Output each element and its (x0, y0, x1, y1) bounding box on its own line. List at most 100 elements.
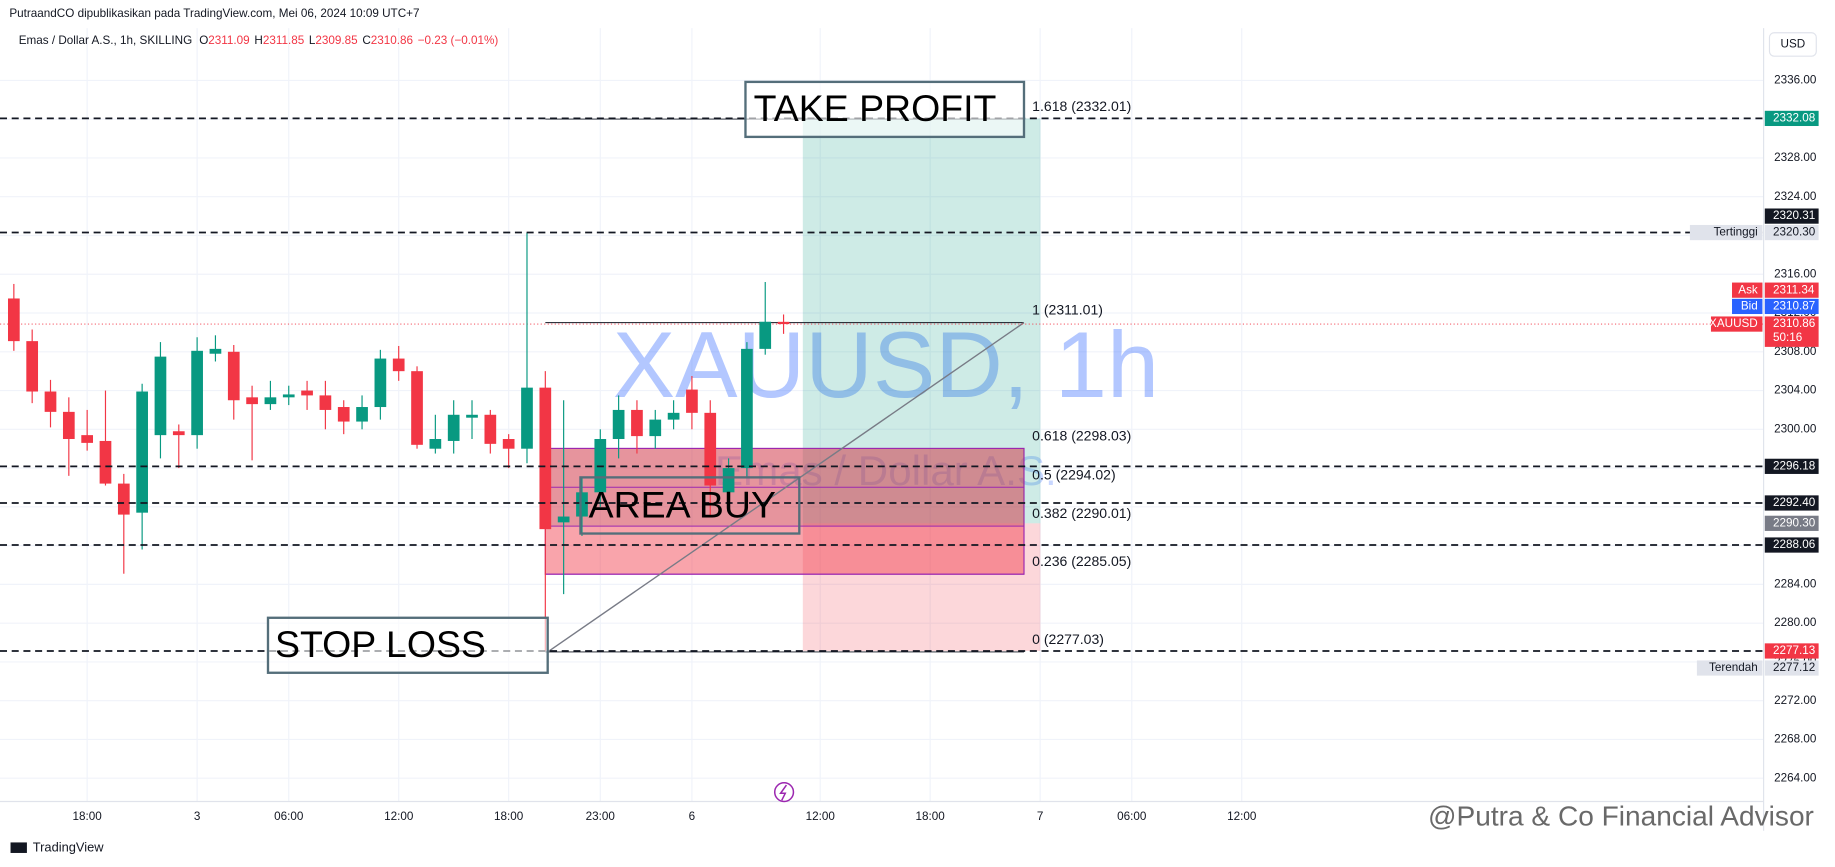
annotation-box (266, 616, 549, 674)
candle-body (209, 348, 222, 354)
annotation-box (744, 80, 1026, 139)
watermark-title: XAUUSD, 1h (613, 312, 1159, 417)
candle-body (539, 387, 552, 530)
legend-h: H (254, 34, 262, 47)
annotation-box (579, 476, 801, 535)
price-caption-bg (1710, 316, 1763, 332)
candle-body (117, 483, 130, 515)
y-tick-label: 2264.00 (1774, 771, 1817, 784)
x-tick-label: 7 (1037, 810, 1044, 823)
price-badge-label: 2277.12 (1773, 661, 1815, 674)
price-badge (1764, 537, 1819, 553)
candle-body (392, 358, 405, 372)
price-badge (1764, 282, 1819, 298)
candle-body (62, 411, 75, 440)
fib-label: 0.618 (2298.03) (1032, 427, 1131, 443)
x-tick-label: 12:00 (384, 810, 414, 823)
x-tick-label: 12:00 (806, 810, 836, 823)
price-caption: Ask (1738, 283, 1758, 296)
fib-trend (547, 322, 1025, 653)
price-caption: Terendah (1709, 661, 1758, 674)
publisher: PutraandCO dipublikasikan pada TradingVi… (9, 7, 419, 20)
x-tick-label: 6 (689, 810, 696, 823)
legend-close: 2310.86 (371, 34, 413, 47)
fib-label: 1.618 (2332.01) (1032, 98, 1131, 114)
event-icon[interactable] (773, 781, 795, 803)
y-tick-label: 2328.00 (1774, 151, 1817, 164)
candle-body (356, 407, 368, 422)
candle-body (411, 371, 423, 445)
legend-open: 2311.09 (208, 34, 249, 47)
price-caption-bg (1732, 282, 1763, 298)
candle-body (686, 389, 698, 413)
price-caption-bg (1732, 298, 1763, 315)
price-badge-label: 2320.31 (1773, 209, 1815, 222)
price-badge (1764, 224, 1819, 241)
price-badge-label: 2310.87 (1773, 300, 1815, 313)
price-badge (1764, 660, 1819, 676)
candle-body (282, 394, 295, 398)
legend-change: −0.23 (−0.01%) (418, 34, 499, 47)
logo-mark (10, 842, 27, 853)
price-badge (1764, 458, 1819, 474)
price-caption: XAUUSD (1709, 317, 1758, 330)
candle-body (759, 321, 772, 349)
candle-body (576, 492, 588, 517)
fib-label: 0.5 (2294.02) (1032, 466, 1115, 482)
price-caption-bg (1689, 224, 1763, 241)
grid (0, 28, 1764, 802)
candle-body (227, 351, 240, 401)
legend-high: 2311.85 (263, 34, 305, 47)
x-tick-label: 18:00 (494, 810, 524, 823)
price-badge-label: 2290.30 (1773, 516, 1816, 529)
y-tick-label: 2300.00 (1774, 422, 1817, 435)
legend-c: C (362, 34, 370, 47)
price-badge-label: 2292.40 (1773, 496, 1816, 509)
currency-label: USD (1781, 38, 1806, 51)
annotation-area-buy: AREA BUY (589, 484, 776, 526)
candle-body (264, 397, 277, 405)
x-tick-label: 06:00 (1117, 810, 1147, 823)
price-badge-label: 2277.13 (1773, 644, 1815, 657)
candle-body (81, 435, 94, 443)
candle-body (99, 440, 112, 484)
candle-body (246, 397, 258, 405)
footer-logo: TradingView (33, 840, 104, 855)
candle-body (26, 341, 39, 392)
currency-button[interactable] (1768, 32, 1817, 57)
candle-body (722, 468, 735, 493)
candle-body (301, 390, 313, 396)
candle-body (429, 439, 442, 449)
price-badge-label: 2311.34 (1773, 283, 1815, 296)
candle-body (741, 348, 753, 469)
x-tick-label: 18:00 (73, 810, 103, 823)
legend: Emas / Dollar A.S., 1h, SKILLING O2311.09… (19, 34, 499, 47)
candle-body (7, 298, 20, 342)
price-badge-label: 2288.06 (1773, 538, 1815, 551)
candle-body (154, 356, 167, 436)
fib-label: 0.236 (2285.05) (1032, 553, 1131, 569)
legend-l: L (309, 34, 316, 47)
candle-body (447, 414, 460, 441)
price-badge-label: 2320.30 (1773, 226, 1816, 239)
candle-body (521, 387, 533, 449)
x-tick-label: 12:00 (1227, 810, 1257, 823)
y-tick-label: 2272.00 (1774, 694, 1817, 707)
candle-body (704, 412, 717, 486)
x-tick-label: 06:00 (274, 810, 304, 823)
overlay: 2264.002268.002272.002276.002280.002284.… (0, 74, 1819, 823)
x-tick-label: 23:00 (586, 810, 616, 823)
legend-symbol: Emas / Dollar A.S., 1h, SKILLING (19, 34, 192, 47)
candle-body (612, 409, 625, 440)
candle-body (484, 414, 497, 444)
position-profit (802, 118, 1041, 524)
x-tick-label: 18:00 (916, 810, 946, 823)
y-tick-label: 2316.00 (1774, 267, 1817, 280)
candle-body (466, 414, 478, 418)
annotation-take-profit: TAKE PROFIT (754, 87, 997, 129)
fib-zone (544, 447, 1025, 575)
price-badge-label: 2310.86 (1773, 317, 1815, 330)
